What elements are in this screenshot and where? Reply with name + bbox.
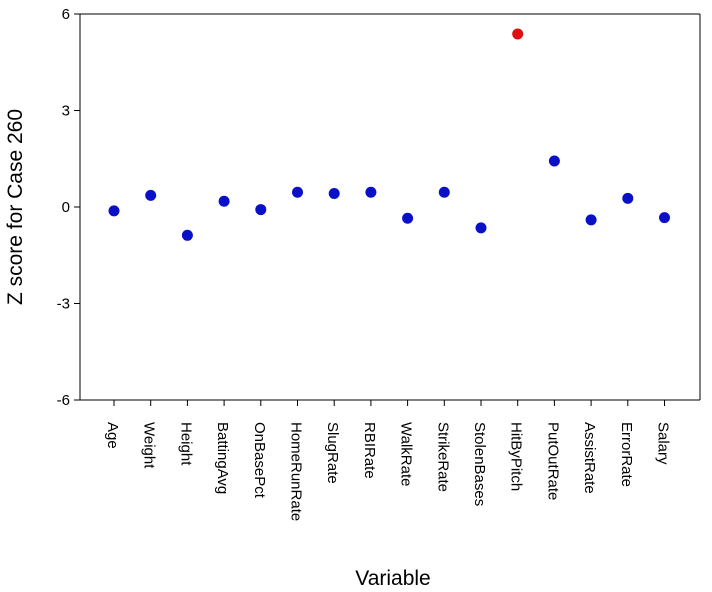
y-axis-title: Z score for Case 260 [4,109,27,305]
data-point-onbasepct [255,204,267,216]
x-tick-label: Weight [141,422,158,469]
x-tick-label: Age [104,422,121,449]
data-point-hitbypitch [512,28,524,40]
x-tick-label: StolenBases [471,422,488,506]
x-tick-label: StrikeRate [434,422,451,492]
data-point-strikerate [438,186,450,198]
x-tick-label: Salary [655,422,672,465]
y-ticks: 6 3 0 -3 -6 [57,6,80,409]
x-tick-label: AssistRate [581,422,598,494]
x-ticks: Age Weight Height BattingAvg OnBasePct HomeRu… [104,400,672,521]
data-points [108,28,670,241]
y-tick-label: -3 [57,296,70,313]
x-tick-label: RBIRate [361,422,378,479]
data-point-battingavg [218,195,230,207]
x-tick-label: OnBasePct [251,422,268,499]
data-point-errorrate [622,192,634,204]
data-point-age [108,205,120,217]
x-tick-label: HitByPitch [508,422,525,491]
data-point-salary [659,212,670,224]
x-tick-label: ErrorRate [618,422,635,487]
data-point-stolenbases [475,222,487,234]
y-tick-label: 0 [62,199,70,216]
x-tick-label: HomeRunRate [288,422,305,521]
data-point-putoutrate [548,155,560,167]
data-point-weight [145,189,157,201]
x-tick-label: PutOutRate [544,422,561,500]
y-tick-label: 6 [62,6,70,23]
data-point-assistrate [585,214,597,226]
x-tick-label: BattingAvg [214,422,231,494]
y-tick-label: -6 [57,392,70,409]
data-point-slugrate [328,187,340,199]
x-axis-title: Variable [355,567,431,590]
data-point-walkrate [402,212,414,224]
data-point-rbirate [365,186,377,198]
x-tick-label: Height [177,422,194,466]
y-tick-label: 3 [62,103,70,120]
x-tick-label: WalkRate [398,422,415,486]
plot-frame [79,13,701,401]
data-point-homerunrate [292,186,303,198]
x-tick-label: SlugRate [324,422,341,484]
data-point-height [181,229,193,241]
